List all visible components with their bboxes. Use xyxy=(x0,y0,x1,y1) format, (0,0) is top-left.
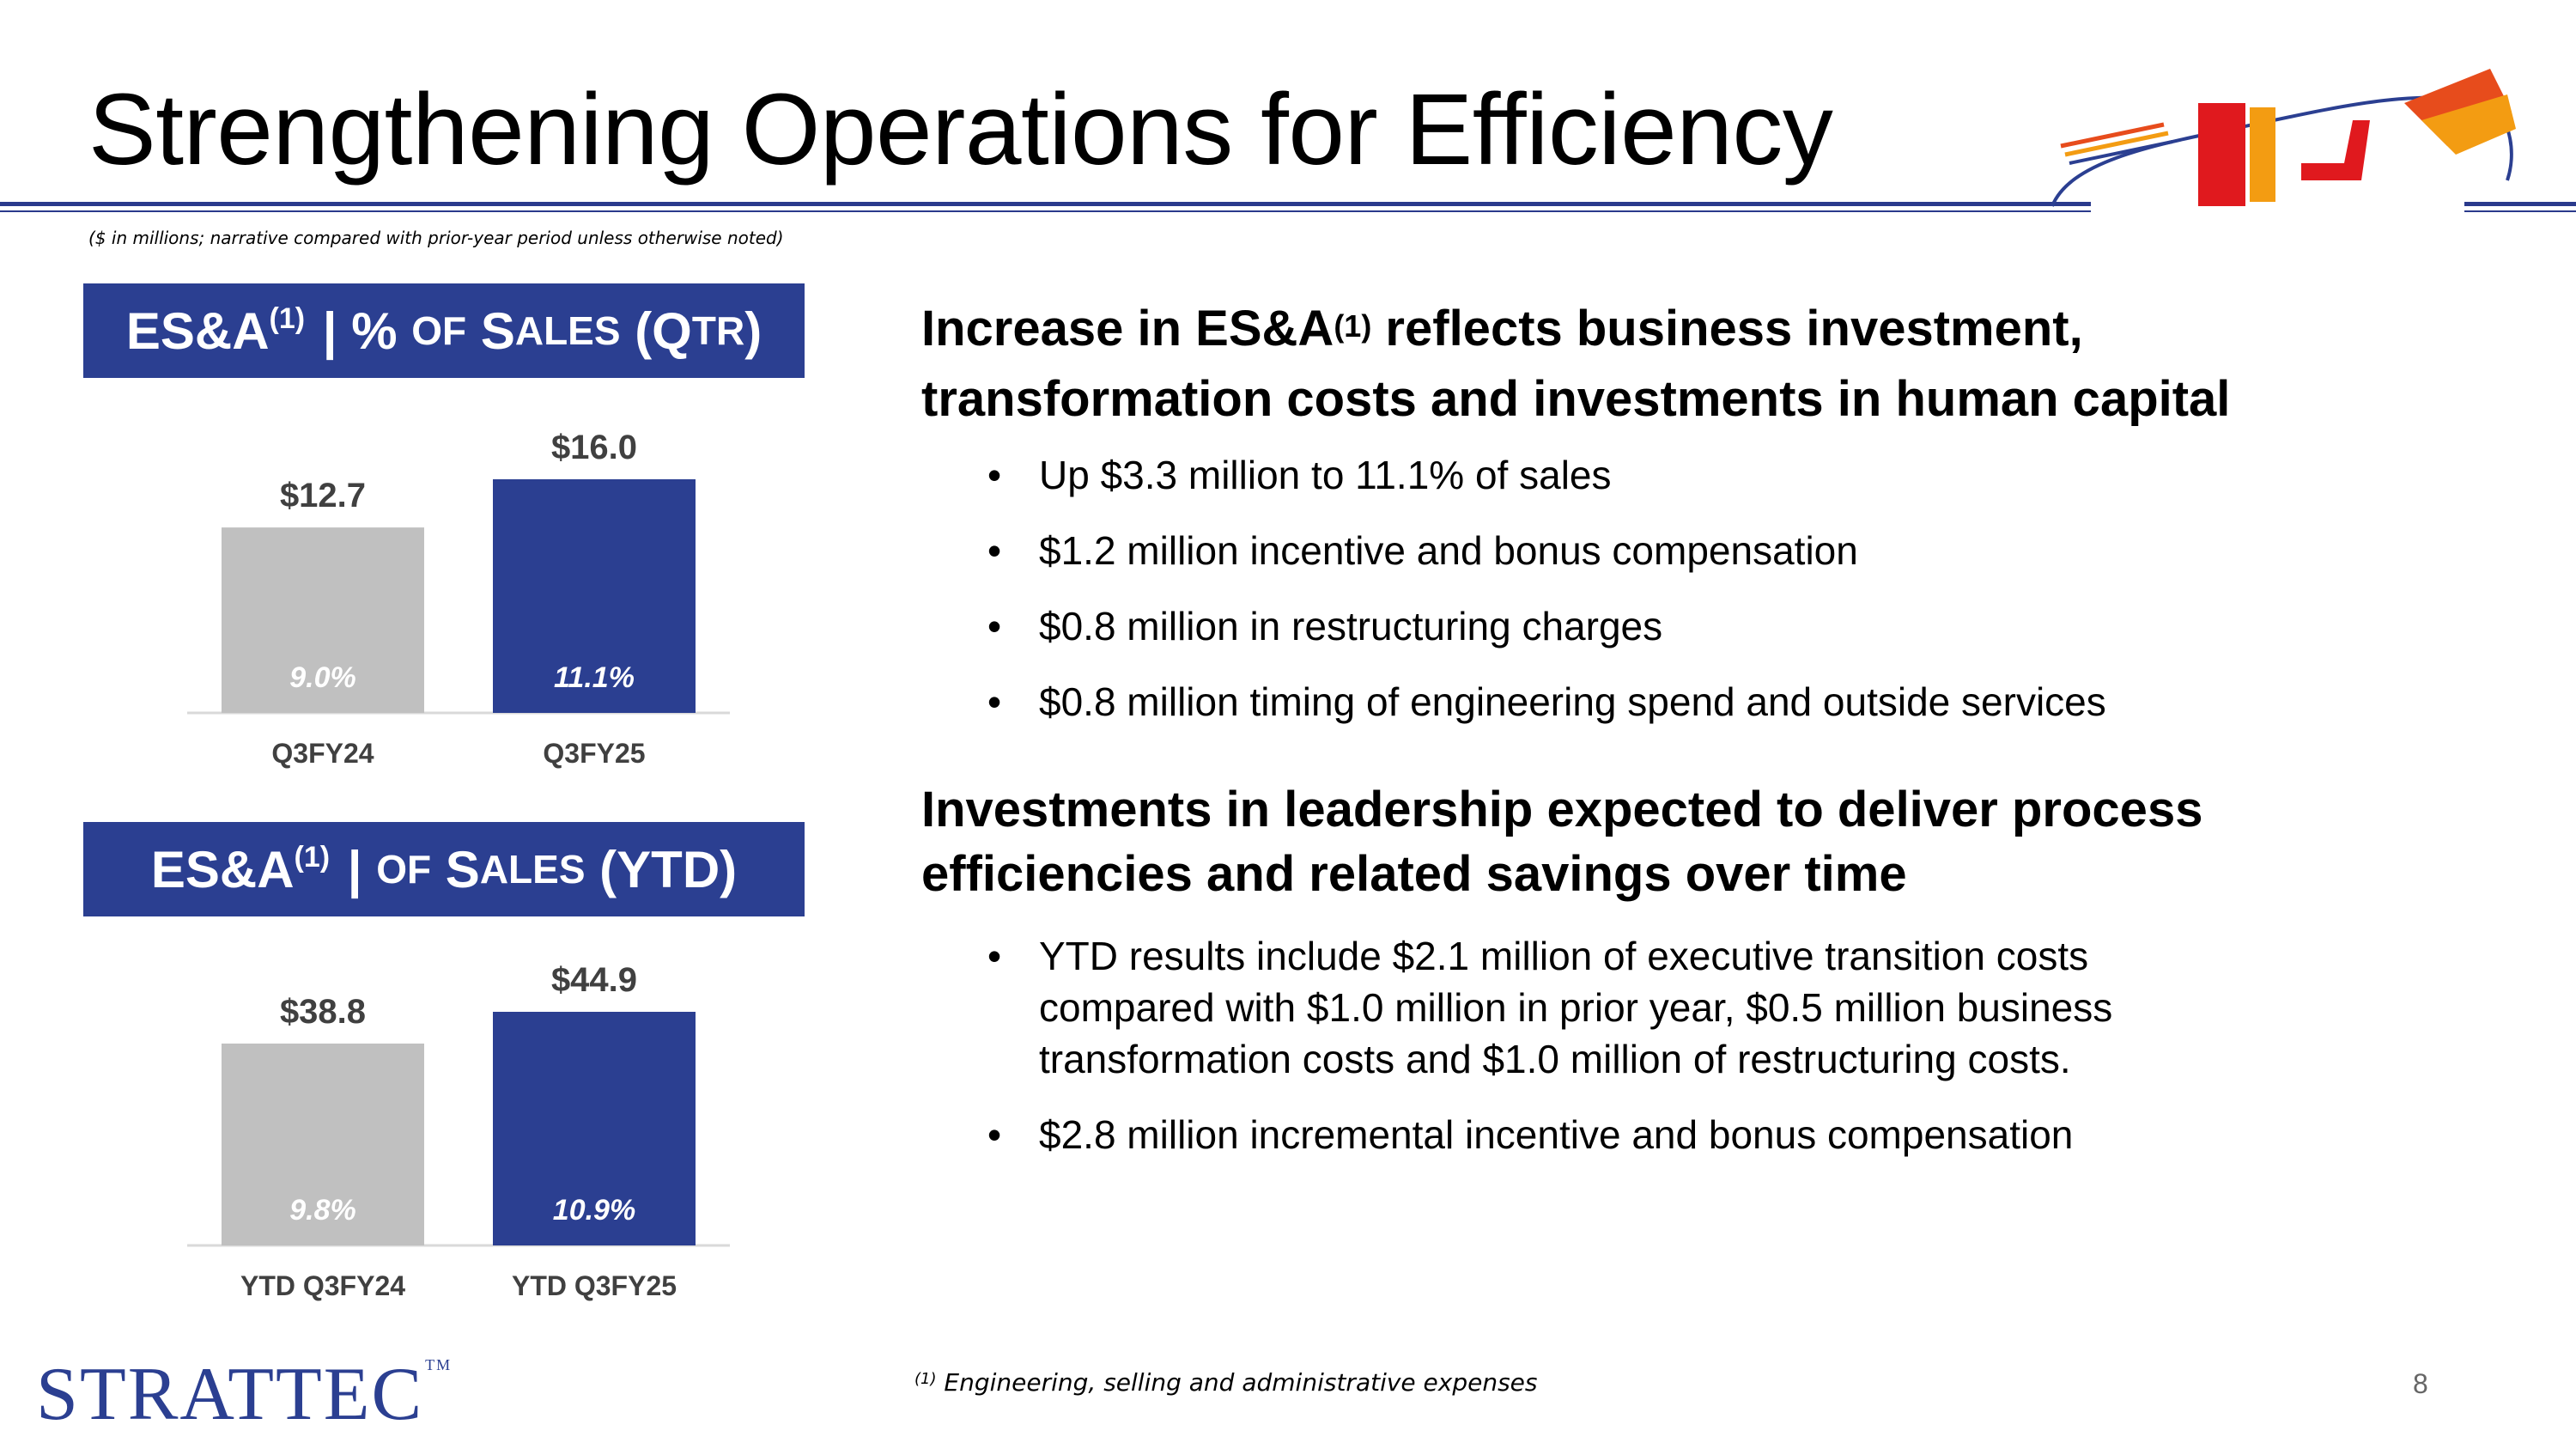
brand-name: STRATTEC xyxy=(36,1353,424,1436)
bar-percent-label: 10.9% xyxy=(553,1194,635,1227)
section2-bullets: YTD results include $2.1 million of exec… xyxy=(987,930,2112,1184)
bar-percent-label: 11.1% xyxy=(554,661,635,694)
header-rule-left xyxy=(0,202,2091,206)
chart-ytd: $38.8 9.8% YTD Q3FY24 $44.9 10.9% YTD Q3FY25 xyxy=(172,936,773,1366)
section1-bullet: $0.8 million in restructuring charges xyxy=(987,600,2106,652)
section2-bullet-1: YTD results include $2.1 million of exec… xyxy=(987,930,2112,1085)
footnote-sup: (1) xyxy=(914,1370,937,1388)
chart-ytd-svg: $38.8 9.8% YTD Q3FY24 $44.9 10.9% YTD Q3FY25 xyxy=(187,961,730,1301)
banner-ytd-main: ES&A xyxy=(150,840,295,898)
bar xyxy=(222,1043,424,1245)
bar-percent-label: 9.8% xyxy=(289,1194,356,1227)
category-label: YTD Q3FY25 xyxy=(512,1270,677,1301)
banner-ytd-sep: | xyxy=(333,840,377,898)
units-note: ($ in millions; narrative compared with … xyxy=(88,228,784,248)
banner-ytd-sup: (1) xyxy=(294,840,331,874)
banner-qtr-open: (Q xyxy=(620,301,692,360)
section1-heading-a: Increase in ES&A xyxy=(921,301,1334,356)
category-label: Q3FY24 xyxy=(271,738,374,769)
banner-qtr-ales: ALES xyxy=(514,308,621,353)
banner-qtr-sup: (1) xyxy=(269,301,306,335)
banner-qtr-main: ES&A xyxy=(125,301,270,360)
page-title: Strengthening Operations for Efficiency xyxy=(88,73,1833,186)
header-rule-right xyxy=(2464,202,2576,206)
strattec-logo: STRATTEC TM xyxy=(36,1357,452,1433)
banner-qtr-s: S xyxy=(480,301,515,360)
brand-tm: TM xyxy=(425,1356,453,1373)
section2-heading: Investments in leadership expected to de… xyxy=(921,777,2202,906)
category-label: YTD Q3FY24 xyxy=(240,1270,405,1301)
bar-value-label: $12.7 xyxy=(280,477,366,514)
section1-heading-b: reflects business investment, xyxy=(1371,301,2083,356)
banner-qtr-close: ) xyxy=(744,301,762,360)
banner-qtr-sep: | % xyxy=(308,301,412,360)
section2-bullet-1-line1: YTD results include $2.1 million of exec… xyxy=(1039,934,2089,978)
section2-heading-line2: efficiencies and related savings over ti… xyxy=(921,846,1907,902)
section2-heading-line1: Investments in leadership expected to de… xyxy=(921,782,2203,837)
footnote-text: Engineering, selling and administrative … xyxy=(936,1368,1538,1397)
header-rule-left-thin xyxy=(0,210,2091,212)
section1-bullet: $0.8 million timing of engineering spend… xyxy=(987,676,2106,728)
chart-qtr-svg: $12.7 9.0% Q3FY24 $16.0 11.1% Q3FY25 xyxy=(187,429,730,769)
section1-heading-sup: (1) xyxy=(1334,308,1372,344)
bar-value-label: $38.8 xyxy=(280,993,366,1031)
bar xyxy=(222,527,424,713)
section1-bullet: $1.2 million incentive and bonus compens… xyxy=(987,525,2106,576)
section2-bullet-2: $2.8 million incremental incentive and b… xyxy=(987,1109,2112,1160)
section1-heading-line2: transformation costs and investments in … xyxy=(921,371,2231,427)
section1-heading-line1: Increase in ES&A(1) reflects business in… xyxy=(921,296,2230,367)
section1-bullet: Up $3.3 million to 11.1% of sales xyxy=(987,449,2106,501)
banner-qtr: ES&A (1) | % OF S ALES (Q TR) xyxy=(83,283,805,378)
page-number: 8 xyxy=(2413,1368,2428,1399)
chart-qtr: $12.7 9.0% Q3FY24 $16.0 11.1% Q3FY25 xyxy=(172,404,773,833)
bar-value-label: $16.0 xyxy=(551,429,637,466)
banner-ytd-of: OF xyxy=(376,847,432,892)
category-label: Q3FY25 xyxy=(543,738,645,769)
banner-ytd-s: S xyxy=(445,840,480,898)
banner-ytd-tail: (YTD) xyxy=(585,840,738,898)
banner-qtr-tr: TR xyxy=(691,308,745,353)
footnote: (1) Engineering, selling and administrat… xyxy=(914,1368,1538,1397)
section1-heading: Increase in ES&A(1) reflects business in… xyxy=(921,296,2230,431)
bar xyxy=(493,479,696,713)
bar-percent-label: 9.0% xyxy=(289,661,356,694)
banner-qtr-of: OF xyxy=(411,308,467,353)
header-rule-right-thin xyxy=(2464,210,2576,212)
banner-ytd: ES&A (1) | OF S ALES (YTD) xyxy=(83,822,805,916)
banner-ytd-ales: ALES xyxy=(479,847,586,892)
bar-value-label: $44.9 xyxy=(551,961,637,999)
bar xyxy=(493,1012,696,1245)
section1-bullets: Up $3.3 million to 11.1% of sales $1.2 m… xyxy=(987,449,2106,752)
vehicle-logo-graphic xyxy=(2050,69,2516,207)
section2-bullet-1-line3: transformation costs and $1.0 million of… xyxy=(1039,1037,2071,1081)
section2-bullet-1-line2: compared with $1.0 million in prior year… xyxy=(1039,985,2113,1030)
